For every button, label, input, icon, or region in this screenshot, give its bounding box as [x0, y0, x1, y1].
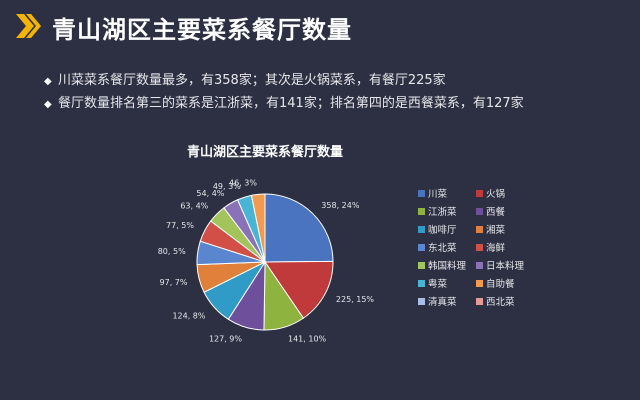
diamond-icon: ◆ [44, 99, 52, 110]
pie-data-label: 124, 8% [172, 311, 205, 320]
chart-title: 青山湖区主要菜系餐厅数量 [187, 144, 343, 160]
pie-slice [264, 193, 334, 263]
legend-swatch [418, 280, 425, 287]
legend-label: 粤菜 [428, 278, 448, 290]
legend-label: 江浙菜 [428, 206, 457, 218]
bullet-text: 餐厅数量排名第三的菜系是江浙菜，有141家；排名第四的是西餐菜系，有127家 [58, 96, 524, 111]
legend-label: 韩国料理 [428, 260, 467, 272]
legend-swatch [418, 298, 425, 305]
legend-label: 咖啡厅 [428, 224, 457, 236]
pie-data-label: 77, 5% [166, 221, 194, 230]
legend-swatch [476, 190, 483, 197]
pie-slice [250, 193, 266, 263]
chevron-right-icon [16, 14, 41, 38]
bullet-item: ◆ 餐厅数量排名第三的菜系是江浙菜，有141家；排名第四的是西餐菜系，有127家 [44, 93, 624, 116]
pie-data-label: 80, 5% [158, 247, 186, 256]
pie-data-label: 141, 10% [288, 335, 327, 344]
legend-label: 川菜 [428, 188, 448, 200]
legend-swatch [418, 226, 425, 233]
legend-swatch [476, 208, 483, 215]
legend-swatch [476, 226, 483, 233]
legend-label: 火锅 [486, 189, 505, 200]
legend-label: 西北菜 [486, 296, 515, 308]
header: 青山湖区主要菜系餐厅数量 [0, 0, 640, 56]
legend-swatch [476, 262, 483, 269]
pie-data-label: 54, 4% [196, 189, 224, 198]
pie-data-label: 49, 3% [213, 182, 241, 191]
legend-label: 西餐 [486, 206, 506, 218]
diamond-icon: ◆ [44, 76, 52, 87]
pie-data-label: 63, 4% [180, 202, 208, 211]
pie-slice [264, 260, 334, 319]
pie-data-label: 97, 7% [160, 278, 188, 287]
legend-swatch [476, 298, 483, 305]
legend-swatch [476, 244, 483, 251]
legend-label: 湘菜 [486, 224, 506, 236]
legend-label: 自助餐 [486, 278, 515, 290]
bullet-list: ◆ 川菜菜系餐厅数量最多，有358家；其次是火锅菜系，有餐厅225家 ◆ 餐厅数量排… [44, 70, 624, 116]
legend-swatch [418, 208, 425, 215]
legend-label: 海鲜 [486, 242, 506, 254]
pie-data-label: 358, 24% [321, 201, 360, 210]
pie-labels: 358, 24% 225, 15% 141, 10% 127, 9% 124, 8% 97… [158, 178, 375, 343]
legend-label: 日本料理 [486, 260, 525, 272]
page-title: 青山湖区主要菜系餐厅数量 [52, 16, 352, 44]
legend-swatch [418, 244, 425, 251]
pie-slices [196, 193, 334, 331]
legend-swatch [418, 190, 425, 197]
bullet-item: ◆ 川菜菜系餐厅数量最多，有358家；其次是火锅菜系，有餐厅225家 [44, 70, 624, 93]
bullet-text: 川菜菜系餐厅数量最多，有358家；其次是火锅菜系，有餐厅225家 [58, 73, 446, 88]
legend-label: 清真菜 [428, 296, 457, 308]
legend-swatch [418, 262, 425, 269]
pie-data-label: 46, 3% [229, 178, 257, 187]
legend-label: 东北菜 [428, 242, 457, 254]
legend-swatch [476, 280, 483, 287]
pie-data-label: 225, 15% [336, 295, 375, 304]
pie-data-label: 127, 9% [209, 335, 242, 344]
